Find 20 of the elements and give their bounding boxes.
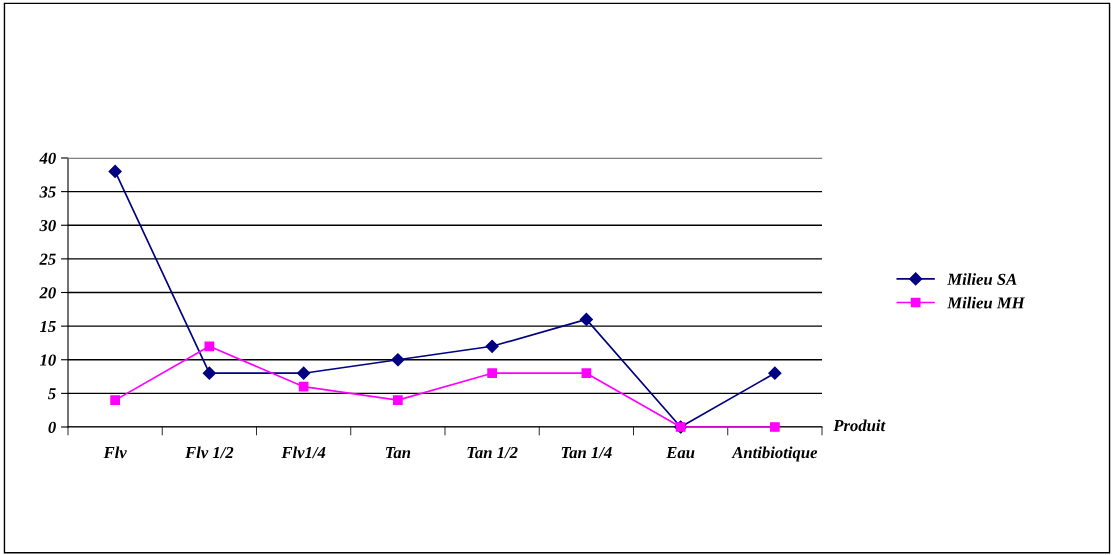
x-tick-label: Tan 1/2 [467,446,518,459]
x-tick-label: Antibiotique [731,446,818,462]
x-tick-label: Tan [385,447,411,459]
y-tick-label: 35 [39,186,56,198]
y-tick-label: 40 [39,152,56,164]
y-tick-label: 15 [39,320,56,333]
y-tick-label: 10 [39,354,56,366]
legend-label: Milieu MH [947,296,1026,309]
y-tick-label: 25 [39,253,56,265]
x-tick-label: Flv 1/2 [185,446,234,459]
y-tick-label: 5 [48,388,56,400]
y-tick-label: 0 [48,421,56,433]
x-tick-label: Tan 1/4 [561,447,612,459]
x-tick-label: Eau [666,447,695,459]
x-tick-label: Flv1/4 [281,446,326,459]
legend-label: Milieu SA [947,273,1017,285]
y-tick-label: 20 [39,287,56,299]
x-tick-label: Flv [103,446,127,459]
x-axis-title: Produit [833,419,886,432]
y-tick-label: 30 [39,219,56,232]
